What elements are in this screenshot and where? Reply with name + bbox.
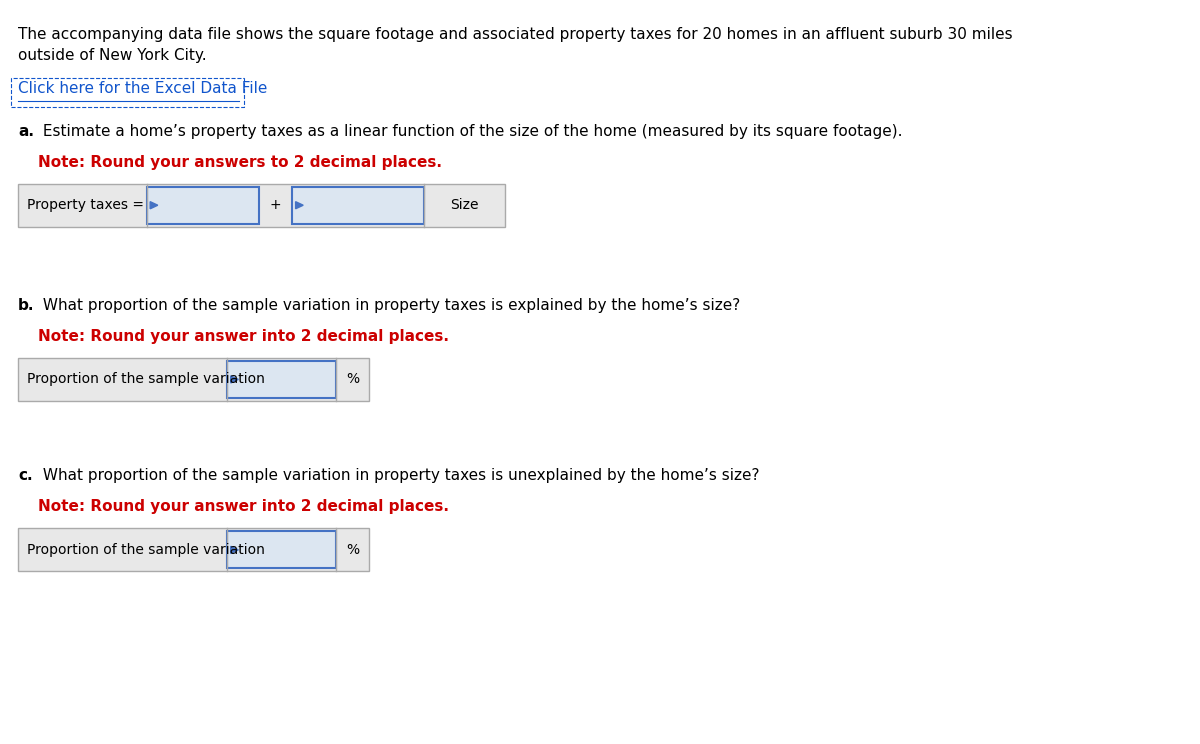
Text: a.: a.	[18, 124, 34, 138]
Text: Note: Round your answer into 2 decimal places.: Note: Round your answer into 2 decimal p…	[38, 329, 449, 344]
FancyBboxPatch shape	[18, 184, 505, 227]
Text: What proportion of the sample variation in property taxes is unexplained by the : What proportion of the sample variation …	[38, 469, 760, 484]
Text: Proportion of the sample variation: Proportion of the sample variation	[28, 543, 265, 557]
Text: The accompanying data file shows the square footage and associated property taxe: The accompanying data file shows the squ…	[18, 28, 1013, 42]
FancyBboxPatch shape	[293, 187, 425, 224]
FancyBboxPatch shape	[18, 358, 370, 401]
Text: Note: Round your answers to 2 decimal places.: Note: Round your answers to 2 decimal pl…	[38, 155, 443, 170]
FancyBboxPatch shape	[227, 531, 336, 568]
Text: %: %	[346, 543, 359, 557]
FancyBboxPatch shape	[227, 361, 336, 398]
Text: +: +	[270, 198, 281, 212]
Polygon shape	[230, 546, 239, 554]
Text: c.: c.	[18, 469, 32, 484]
Polygon shape	[230, 376, 239, 383]
Text: Size: Size	[450, 198, 479, 212]
Text: Proportion of the sample variation: Proportion of the sample variation	[28, 373, 265, 386]
Text: b.: b.	[18, 298, 35, 313]
Text: Property taxes =: Property taxes =	[28, 198, 144, 212]
Text: Click here for the Excel Data File: Click here for the Excel Data File	[18, 80, 268, 96]
Text: Note: Round your answer into 2 decimal places.: Note: Round your answer into 2 decimal p…	[38, 499, 449, 515]
Polygon shape	[150, 202, 157, 209]
FancyBboxPatch shape	[18, 528, 370, 571]
Text: %: %	[346, 373, 359, 386]
FancyBboxPatch shape	[146, 187, 259, 224]
Text: What proportion of the sample variation in property taxes is explained by the ho: What proportion of the sample variation …	[38, 298, 740, 313]
Polygon shape	[295, 202, 304, 209]
Text: outside of New York City.: outside of New York City.	[18, 48, 206, 63]
Text: Estimate a home’s property taxes as a linear function of the size of the home (m: Estimate a home’s property taxes as a li…	[38, 124, 902, 138]
